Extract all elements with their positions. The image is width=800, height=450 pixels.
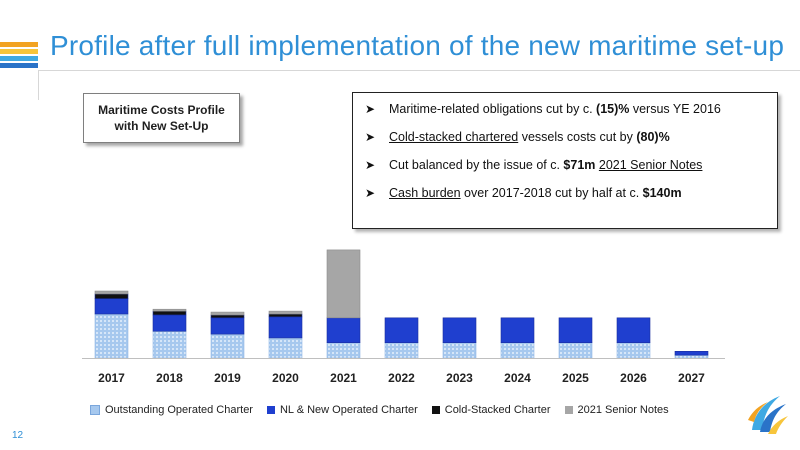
x-tick-label: 2020 bbox=[272, 371, 299, 385]
bar-2018-series-3 bbox=[152, 308, 187, 312]
bar-2017-series-3 bbox=[94, 290, 129, 295]
bar-2017-series-0 bbox=[94, 313, 129, 359]
stripe-orange bbox=[0, 42, 38, 47]
page-title: Profile after full implementation of the… bbox=[50, 30, 785, 61]
legend-label: Outstanding Operated Charter bbox=[105, 404, 253, 416]
bar-2023-series-1 bbox=[442, 317, 477, 343]
key-point-text: Cold-stacked chartered bbox=[389, 130, 519, 144]
key-point-2: ➤ Cold-stacked chartered vessels costs cu… bbox=[353, 128, 777, 156]
bar-2018-series-2 bbox=[152, 310, 187, 316]
legend-swatch-icon bbox=[431, 406, 440, 414]
legend-swatch-icon bbox=[564, 406, 573, 414]
bar-2019-series-0 bbox=[210, 333, 245, 359]
bar-2021-series-1 bbox=[326, 317, 361, 343]
stripe-light-blue bbox=[0, 56, 38, 61]
bar-2026-series-0 bbox=[616, 342, 651, 359]
arrow-bullet-icon: ➤ bbox=[365, 102, 376, 116]
bar-2020-series-0 bbox=[268, 337, 303, 359]
key-points-box: ➤ Maritime-related obligations cut by c. … bbox=[352, 92, 778, 229]
key-point-1: ➤ Maritime-related obligations cut by c. … bbox=[353, 100, 777, 128]
legend-item: Outstanding Operated Charter bbox=[90, 404, 253, 416]
key-point-text: versus YE 2016 bbox=[629, 102, 721, 116]
key-point-text: Maritime-related obligations cut by c. bbox=[389, 102, 597, 116]
bar-2025-series-0 bbox=[558, 342, 593, 359]
bar-2020-series-2 bbox=[268, 313, 303, 318]
stripe-blue bbox=[0, 63, 38, 68]
key-point-text: vessels costs cut by bbox=[518, 130, 637, 144]
key-point-text: over 2017-2018 cut by half at c. bbox=[460, 186, 643, 200]
bar-2024-series-1 bbox=[500, 317, 535, 343]
costs-box-line-1: Maritime Costs Profile bbox=[98, 103, 225, 117]
key-point-text: $140m bbox=[642, 186, 682, 200]
bar-2021-series-0 bbox=[326, 342, 361, 359]
bar-2017-series-2 bbox=[94, 293, 129, 299]
company-logo-icon bbox=[744, 390, 792, 438]
arrow-bullet-icon: ➤ bbox=[365, 130, 376, 144]
bar-2018-series-0 bbox=[152, 330, 187, 359]
costs-box-line-2: with New Set-Up bbox=[114, 119, 209, 133]
header-stripes bbox=[0, 42, 38, 68]
x-tick-label: 2019 bbox=[214, 371, 241, 385]
bar-2021-series-3 bbox=[326, 249, 361, 319]
x-tick-label: 2022 bbox=[388, 371, 415, 385]
x-tick-label: 2021 bbox=[330, 371, 357, 385]
bar-2018-series-1 bbox=[152, 314, 187, 332]
x-tick-label: 2023 bbox=[446, 371, 473, 385]
bar-2023-series-0 bbox=[442, 342, 477, 359]
key-point-text: Cash burden bbox=[389, 186, 461, 200]
x-tick-label: 2017 bbox=[98, 371, 125, 385]
page-number: 12 bbox=[12, 430, 24, 441]
bar-2020-series-1 bbox=[268, 316, 303, 339]
bar-2019-series-1 bbox=[210, 317, 245, 335]
arrow-bullet-icon: ➤ bbox=[365, 186, 376, 200]
header-rule bbox=[38, 70, 800, 71]
key-point-4: ➤ Cash burden over 2017-2018 cut by half … bbox=[353, 184, 777, 212]
bar-2022-series-1 bbox=[384, 317, 419, 343]
bar-2022-series-0 bbox=[384, 342, 419, 359]
key-point-text: Cut balanced by the issue of c. bbox=[389, 158, 564, 172]
costs-profile-box: Maritime Costs Profile with New Set-Up bbox=[83, 93, 240, 143]
legend-label: 2021 Senior Notes bbox=[577, 404, 669, 416]
legend-item: 2021 Senior Notes bbox=[564, 404, 669, 416]
key-point-3: ➤ Cut balanced by the issue of c. $71m 20… bbox=[353, 156, 777, 184]
key-point-text: 2021 Senior Notes bbox=[598, 158, 703, 172]
legend-label: NL & New Operated Charter bbox=[279, 404, 418, 416]
bar-2019-series-3 bbox=[210, 311, 245, 316]
legend-swatch-icon bbox=[90, 405, 100, 415]
bar-2025-series-1 bbox=[558, 317, 593, 343]
x-tick-label: 2026 bbox=[620, 371, 647, 385]
bar-2026-series-1 bbox=[616, 317, 651, 343]
x-tick-label: 2025 bbox=[562, 371, 589, 385]
stacked-bar-chart: 2017 2018 2019 2020 2021 2022 2023 2024 2025 2026… bbox=[82, 249, 725, 385]
header-rule-vertical bbox=[38, 70, 39, 100]
key-point-text: (15)% bbox=[596, 102, 630, 116]
bar-2020-series-3 bbox=[268, 310, 303, 315]
legend-item: Cold-Stacked Charter bbox=[431, 404, 551, 416]
key-point-text: (80)% bbox=[636, 130, 670, 144]
bar-2019-series-2 bbox=[210, 314, 245, 319]
legend-label: Cold-Stacked Charter bbox=[444, 404, 551, 416]
bar-2027-series-0 bbox=[674, 354, 709, 359]
stripe-yellow bbox=[0, 49, 38, 54]
x-tick-label: 2024 bbox=[504, 371, 531, 385]
chart-legend: Outstanding Operated Charter NL & New Ope… bbox=[90, 402, 683, 418]
legend-item: NL & New Operated Charter bbox=[266, 404, 418, 416]
bar-2024-series-0 bbox=[500, 342, 535, 359]
x-tick-label: 2018 bbox=[156, 371, 183, 385]
x-tick-label: 2027 bbox=[678, 371, 705, 385]
bar-2017-series-1 bbox=[94, 298, 129, 315]
key-point-text: $71m bbox=[563, 158, 596, 172]
legend-swatch-icon bbox=[266, 406, 275, 414]
arrow-bullet-icon: ➤ bbox=[365, 158, 376, 172]
bar-2027-series-1 bbox=[674, 351, 709, 356]
